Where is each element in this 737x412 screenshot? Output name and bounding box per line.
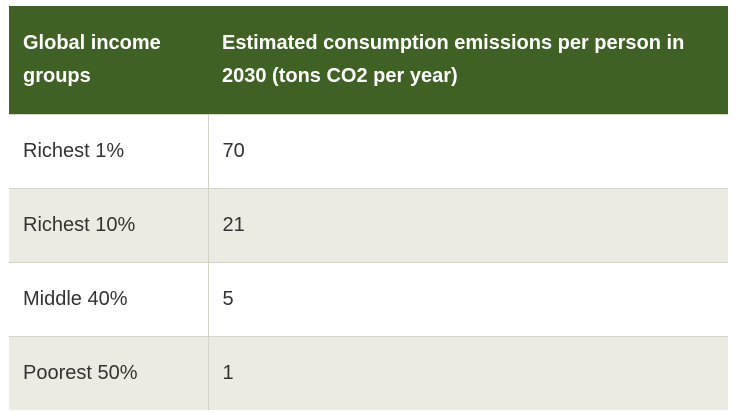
income-group-cell: Richest 1% [9,113,209,188]
income-group-cell: Poorest 50% [9,335,209,410]
table-body: Richest 1% 70 Richest 10% 21 Middle 40% … [9,113,728,410]
table-row: Richest 10% 21 [9,187,728,262]
header-emissions: Estimated consumption emissions per pers… [208,6,728,114]
income-group-cell: Middle 40% [9,261,209,336]
emissions-table: Global income groups Estimated consumpti… [9,6,728,410]
emissions-value-cell: 1 [208,335,728,410]
header-row: Global income groups Estimated consumpti… [9,6,728,114]
table-header: Global income groups Estimated consumpti… [9,6,728,114]
table-row: Richest 1% 70 [9,113,728,188]
emissions-value-cell: 21 [208,187,728,262]
table-row: Middle 40% 5 [9,261,728,336]
table-row: Poorest 50% 1 [9,335,728,410]
header-income-groups: Global income groups [9,6,208,114]
emissions-value-cell: 70 [208,113,728,188]
income-group-cell: Richest 10% [9,187,209,262]
emissions-value-cell: 5 [208,261,728,336]
emissions-table-container: Global income groups Estimated consumpti… [9,6,728,410]
